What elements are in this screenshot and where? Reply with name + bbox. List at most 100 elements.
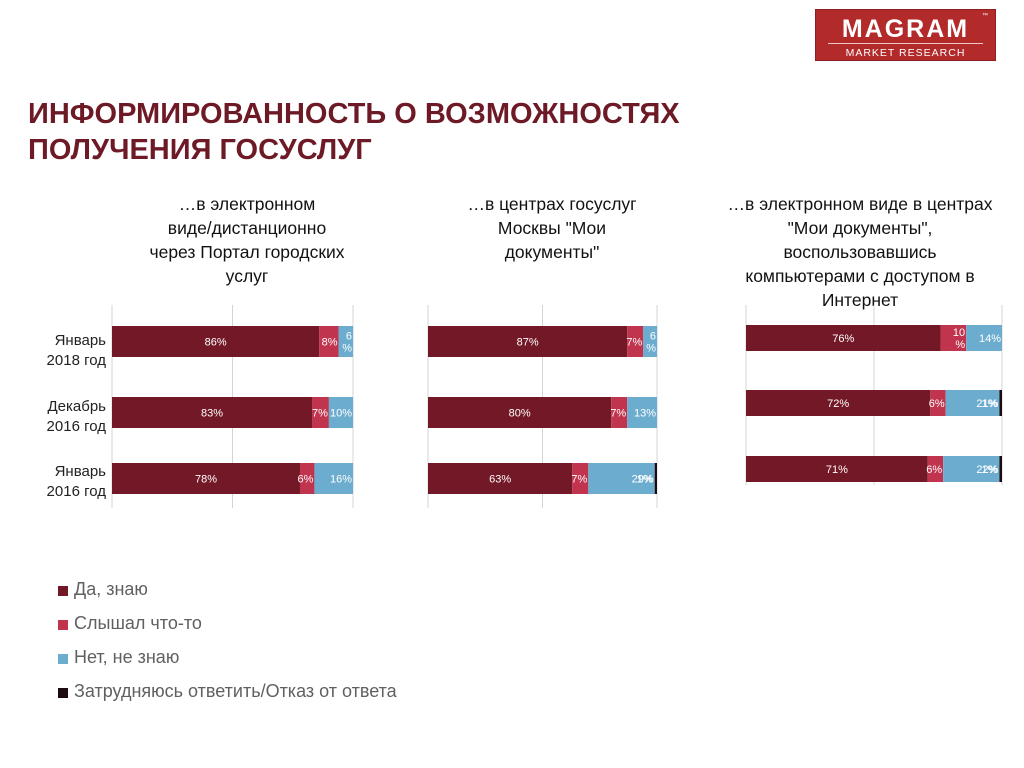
data-label: 63%	[489, 474, 511, 486]
panel-title-line: …в электронном	[178, 194, 316, 214]
bar-segment-yes	[112, 463, 300, 494]
logo-divider	[828, 43, 983, 44]
data-label: 6%	[298, 474, 314, 486]
data-label: 14%	[979, 333, 1001, 345]
legend-swatch	[58, 620, 68, 630]
panel-title-portal: …в электронном виде/дистанционно через П…	[112, 192, 382, 288]
bar-segment-yes	[428, 326, 628, 357]
panel-title-centers: …в центрах госуслуг Москвы "Мои документ…	[432, 192, 672, 264]
bar-segment-yes	[112, 397, 313, 428]
bar-segment-heard	[312, 397, 329, 428]
data-label: 10%	[953, 327, 965, 351]
slide-title-line: ПОЛУЧЕНИЯ ГОСУСЛУГ	[28, 134, 372, 166]
row-label-jan-2016: Январь 2016 год	[6, 462, 106, 502]
panel-title-line: компьютерами с доступом в	[745, 266, 975, 286]
legend-label: Слышал что-то	[74, 613, 202, 633]
row-label-line: 2016 год	[46, 418, 106, 435]
bar-segment-heard	[627, 326, 644, 357]
bar-segment-yes	[428, 463, 573, 494]
panel-title-line: …в центрах госуслуг	[467, 194, 637, 214]
slide-title: ИНФОРМИРОВАННОСТЬ О ВОЗМОЖНОСТЯХ ПОЛУЧЕН…	[28, 96, 788, 168]
bar-segment-yes	[746, 325, 941, 351]
bar-segment-heard	[940, 325, 967, 351]
row-label-line: 2016 год	[46, 483, 106, 500]
bar-segment-refuse	[999, 390, 1002, 416]
data-label: 7%	[610, 408, 626, 420]
bar-segment-no	[314, 463, 353, 494]
data-label: 80%	[509, 408, 531, 420]
slide-title-line: ИНФОРМИРОВАННОСТЬ О ВОЗМОЖНОСТЯХ	[28, 98, 680, 130]
data-label: 1%	[982, 464, 998, 476]
bar-segment-yes	[428, 397, 612, 428]
chart-panel-1: 86% 8% 6 % 83% 7% 10% 78% 6% 16%	[111, 305, 354, 508]
bar-segment-no	[945, 390, 1000, 416]
magram-logo: MAGRAM ™ MARKET RESEARCH	[815, 9, 996, 61]
bar-segment-no	[643, 326, 657, 357]
panel-title-line: документы"	[504, 242, 600, 262]
data-label: 6%	[342, 331, 352, 355]
bar-segment-no	[627, 397, 657, 428]
data-label: 16%	[330, 474, 352, 486]
data-label: 6%	[646, 331, 656, 355]
data-label: 83%	[201, 408, 223, 420]
bar-segment-heard	[299, 463, 315, 494]
data-label: 7%	[571, 474, 587, 486]
panel-title-line: воспользовавшись	[783, 242, 937, 262]
data-label: 86%	[205, 337, 227, 349]
bar-segment-heard	[611, 397, 628, 428]
bar-segment-yes	[746, 390, 931, 416]
row-label-line: Декабрь	[47, 398, 106, 415]
data-label: 7%	[312, 408, 328, 420]
data-label: 87%	[517, 337, 539, 349]
bar-segment-heard	[927, 456, 944, 482]
bar-segment-yes	[112, 326, 320, 357]
data-label: 1%	[637, 474, 653, 486]
panel-title-line: Интернет	[821, 290, 899, 310]
legend-swatch	[58, 586, 68, 596]
chart-panel-2: 87% 7% 6 % 80% 7% 13% 63% 7% 29%1%	[427, 305, 658, 508]
bar-segment-heard	[572, 463, 589, 494]
row-label-line: 2018 год	[46, 352, 106, 369]
panel-title-line: виде/дистанционно	[167, 218, 327, 238]
bar-segment-no	[338, 326, 353, 357]
data-label: 29%	[632, 474, 654, 486]
bar-segment-heard	[319, 326, 339, 357]
legend-label: Затрудняюсь ответить/Отказ от ответа	[74, 681, 397, 701]
row-label-dec-2016: Декабрь 2016 год	[6, 397, 106, 437]
bar-segment-refuse	[654, 463, 657, 494]
data-label: 6%	[929, 398, 945, 410]
bar-segment-no	[328, 397, 353, 428]
panel-title-line: Москвы "Мои	[497, 218, 607, 238]
bar-segment-no	[588, 463, 655, 494]
panel-title-computers: …в электронном виде в центрах "Мои докум…	[700, 192, 1020, 312]
bar-segment-no	[966, 325, 1002, 351]
chart-panel-3: 76% 10% 14%72% 6% 21%1%71% 6% 22%1%	[745, 305, 1003, 485]
data-label: 78%	[195, 474, 217, 486]
logo-tagline: MARKET RESEARCH	[845, 47, 966, 59]
data-label: 8%	[322, 337, 338, 349]
legend-swatch	[58, 654, 68, 664]
logo-trademark: ™	[982, 13, 988, 19]
data-label: 22%	[976, 464, 998, 476]
data-label: 76%	[832, 333, 854, 345]
bar-segment-refuse	[999, 456, 1002, 482]
panel-title-line: …в электронном виде в центрах	[727, 194, 993, 214]
panel-title-line: через Портал городских	[149, 242, 345, 262]
bar-segment-heard	[930, 390, 946, 416]
legend-label: Да, знаю	[74, 579, 148, 599]
data-label: 7%	[626, 337, 642, 349]
data-label: 6%	[926, 464, 942, 476]
data-label: 72%	[827, 398, 849, 410]
data-label: 71%	[826, 464, 848, 476]
data-label: 13%	[634, 408, 656, 420]
row-label-jan-2018: Январь 2018 год	[6, 331, 106, 371]
panel-title-line: услуг	[225, 266, 269, 286]
panel-title-line: "Мои документы",	[787, 218, 933, 238]
row-label-line: Январь	[54, 463, 106, 480]
data-label: 21%	[976, 398, 998, 410]
logo-brand: MAGRAM	[841, 15, 970, 43]
row-label-line: Январь	[54, 332, 106, 349]
data-label: 10%	[330, 408, 352, 420]
legend-swatch	[58, 688, 68, 698]
